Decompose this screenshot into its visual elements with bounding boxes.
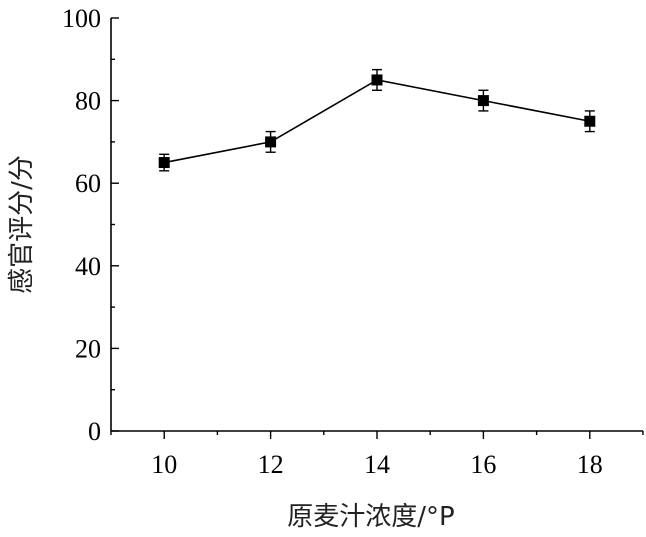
- x-axis-label: 原麦汁浓度/°P: [287, 502, 454, 532]
- y-tick-label-60: 60: [75, 169, 101, 198]
- y-axis-label: 感官评分/分: [7, 155, 37, 294]
- y-tick-label-0: 0: [88, 417, 101, 446]
- y-tick-label-20: 20: [75, 334, 101, 363]
- x-tick-label-10: 10: [151, 450, 177, 479]
- data-point-10: [158, 157, 170, 169]
- series-line: [164, 79, 590, 164]
- y-tick-label-100: 100: [62, 4, 101, 33]
- y-ticks: 0 20 40 60 80 100: [62, 4, 119, 446]
- series-layer: [158, 68, 596, 172]
- x-ticks: 10 12 14 16 18: [110, 431, 644, 479]
- x-tick-label-14: 14: [364, 450, 390, 479]
- data-point-16: [477, 95, 489, 107]
- x-tick-label-12: 12: [258, 450, 284, 479]
- data-point-14: [371, 74, 383, 86]
- y-tick-label-40: 40: [75, 252, 101, 281]
- data-point-12: [265, 136, 277, 148]
- x-tick-label-16: 16: [470, 450, 496, 479]
- y-tick-label-80: 80: [75, 87, 101, 116]
- data-point-18: [584, 115, 596, 127]
- x-tick-label-18: 18: [577, 450, 603, 479]
